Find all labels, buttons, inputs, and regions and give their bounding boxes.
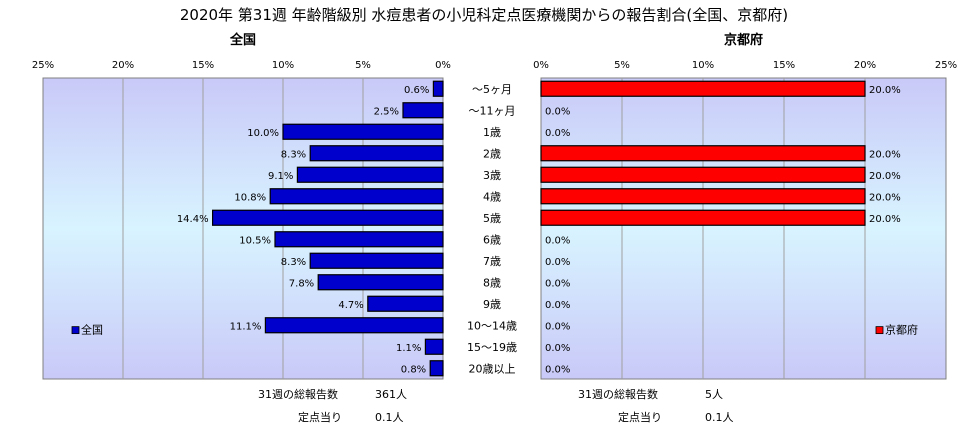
data-label: 20.0% — [869, 149, 901, 160]
chart-title: 京都府 — [724, 32, 763, 48]
plot-area — [42, 77, 444, 380]
category-label: 2歳 — [483, 147, 501, 160]
footer-per-label: 定点当り — [298, 410, 342, 424]
left-chart: 25% 20% 15% 10% 5% 0%全国0.6%2.5%10.0%8.3%9.1%1… — [32, 32, 451, 424]
category-label: 10～14歳 — [467, 319, 517, 332]
bar — [424, 338, 444, 355]
x-tick-label: 25% — [32, 60, 54, 71]
data-label: 0.0% — [545, 106, 570, 117]
bar — [264, 317, 444, 334]
x-tick-label: 0% — [435, 60, 451, 71]
data-label: 7.8% — [289, 278, 314, 289]
data-label: 0.0% — [545, 128, 570, 139]
bar — [282, 123, 444, 140]
data-label: 20.0% — [869, 214, 901, 225]
x-tick-label: 10% — [272, 60, 294, 71]
data-label: 20.0% — [869, 192, 901, 203]
x-tick-label: 10% — [692, 60, 714, 71]
data-label: 9.1% — [268, 171, 293, 182]
data-label: 10.8% — [234, 192, 266, 203]
chart-title: 全国 — [229, 32, 256, 48]
category-label: ～5ヶ月 — [472, 83, 512, 96]
data-label: 0.6% — [404, 85, 429, 96]
footer-total-value: 5人 — [705, 388, 723, 401]
x-tick-label: 15% — [773, 60, 795, 71]
data-label: 0.8% — [401, 364, 426, 375]
data-label: 0.0% — [545, 278, 570, 289]
bar — [540, 145, 866, 162]
data-label: 14.4% — [177, 214, 209, 225]
bar — [317, 274, 444, 291]
category-label: 3歳 — [483, 169, 501, 182]
bar — [432, 80, 444, 97]
legend-label: 全国 — [81, 323, 103, 337]
main-title: 2020年 第31週 年齢階級別 水痘患者の小児科定点医療機関からの報告割合(全… — [180, 6, 788, 24]
bar — [274, 231, 444, 248]
category-label: 1歳 — [483, 126, 501, 139]
category-label: 9歳 — [483, 298, 501, 311]
category-label: 15～19歳 — [467, 341, 517, 354]
data-label: 10.5% — [239, 235, 271, 246]
data-label: 0.0% — [545, 300, 570, 311]
footer-total-label: 31週の総報告数 — [578, 387, 658, 401]
x-tick-label: 5% — [614, 60, 630, 71]
x-tick-label: 15% — [192, 60, 214, 71]
category-label: 20歳以上 — [469, 362, 516, 375]
bar — [540, 188, 866, 205]
legend-swatch — [875, 326, 884, 335]
category-labels: ～5ヶ月 ～11ヶ月 1歳 2歳 3歳 4歳 5歳 6歳 7歳 8歳 9歳 10～14歳 15～19歳 2… — [467, 83, 517, 376]
category-label: 7歳 — [483, 255, 501, 268]
data-label: 0.0% — [545, 364, 570, 375]
right-chart: 0% 5% 10% 15% 20% 25% 京都府 20.0% 0.0% 0.0% 20.0% 20.… — [533, 32, 957, 424]
data-label: 20.0% — [869, 85, 901, 96]
category-label: ～11ヶ月 — [469, 104, 516, 117]
footer-per-value: 0.1人 — [375, 411, 404, 424]
x-tick-label: 20% — [112, 60, 134, 71]
bar — [540, 209, 866, 226]
bar — [402, 102, 444, 119]
bar — [367, 295, 444, 312]
legend: 全国 — [71, 323, 103, 337]
category-label: 4歳 — [483, 190, 501, 203]
data-label: 10.0% — [247, 128, 279, 139]
data-label: 0.0% — [545, 257, 570, 268]
data-label: 11.1% — [230, 321, 262, 332]
footer-per-label: 定点当り — [618, 410, 662, 424]
bar — [296, 166, 444, 183]
bar — [309, 252, 444, 269]
bar — [309, 145, 444, 162]
footer-total-value: 361人 — [375, 388, 407, 401]
x-tick-label: 5% — [355, 60, 371, 71]
bar — [269, 188, 444, 205]
data-label: 0.0% — [545, 235, 570, 246]
bar — [212, 209, 444, 226]
legend-swatch — [71, 326, 80, 335]
bar — [540, 166, 866, 183]
data-label: 20.0% — [869, 171, 901, 182]
x-tick-label: 20% — [854, 60, 876, 71]
legend: 京都府 — [875, 323, 918, 337]
data-label: 0.0% — [545, 321, 570, 332]
x-tick-label: 0% — [533, 60, 549, 71]
data-label: 2.5% — [374, 106, 399, 117]
data-label: 4.7% — [338, 300, 363, 311]
footer-per-value: 0.1人 — [705, 411, 734, 424]
legend-label: 京都府 — [885, 323, 918, 337]
data-label: 1.1% — [396, 343, 421, 354]
data-label: 0.0% — [545, 343, 570, 354]
data-label: 8.3% — [281, 257, 306, 268]
category-label: 8歳 — [483, 276, 501, 289]
bar — [429, 360, 444, 377]
category-label: 6歳 — [483, 233, 501, 246]
category-label: 5歳 — [483, 212, 501, 225]
bar — [540, 80, 866, 97]
data-label: 8.3% — [281, 149, 306, 160]
x-tick-label: 25% — [935, 60, 957, 71]
footer-total-label: 31週の総報告数 — [258, 387, 338, 401]
